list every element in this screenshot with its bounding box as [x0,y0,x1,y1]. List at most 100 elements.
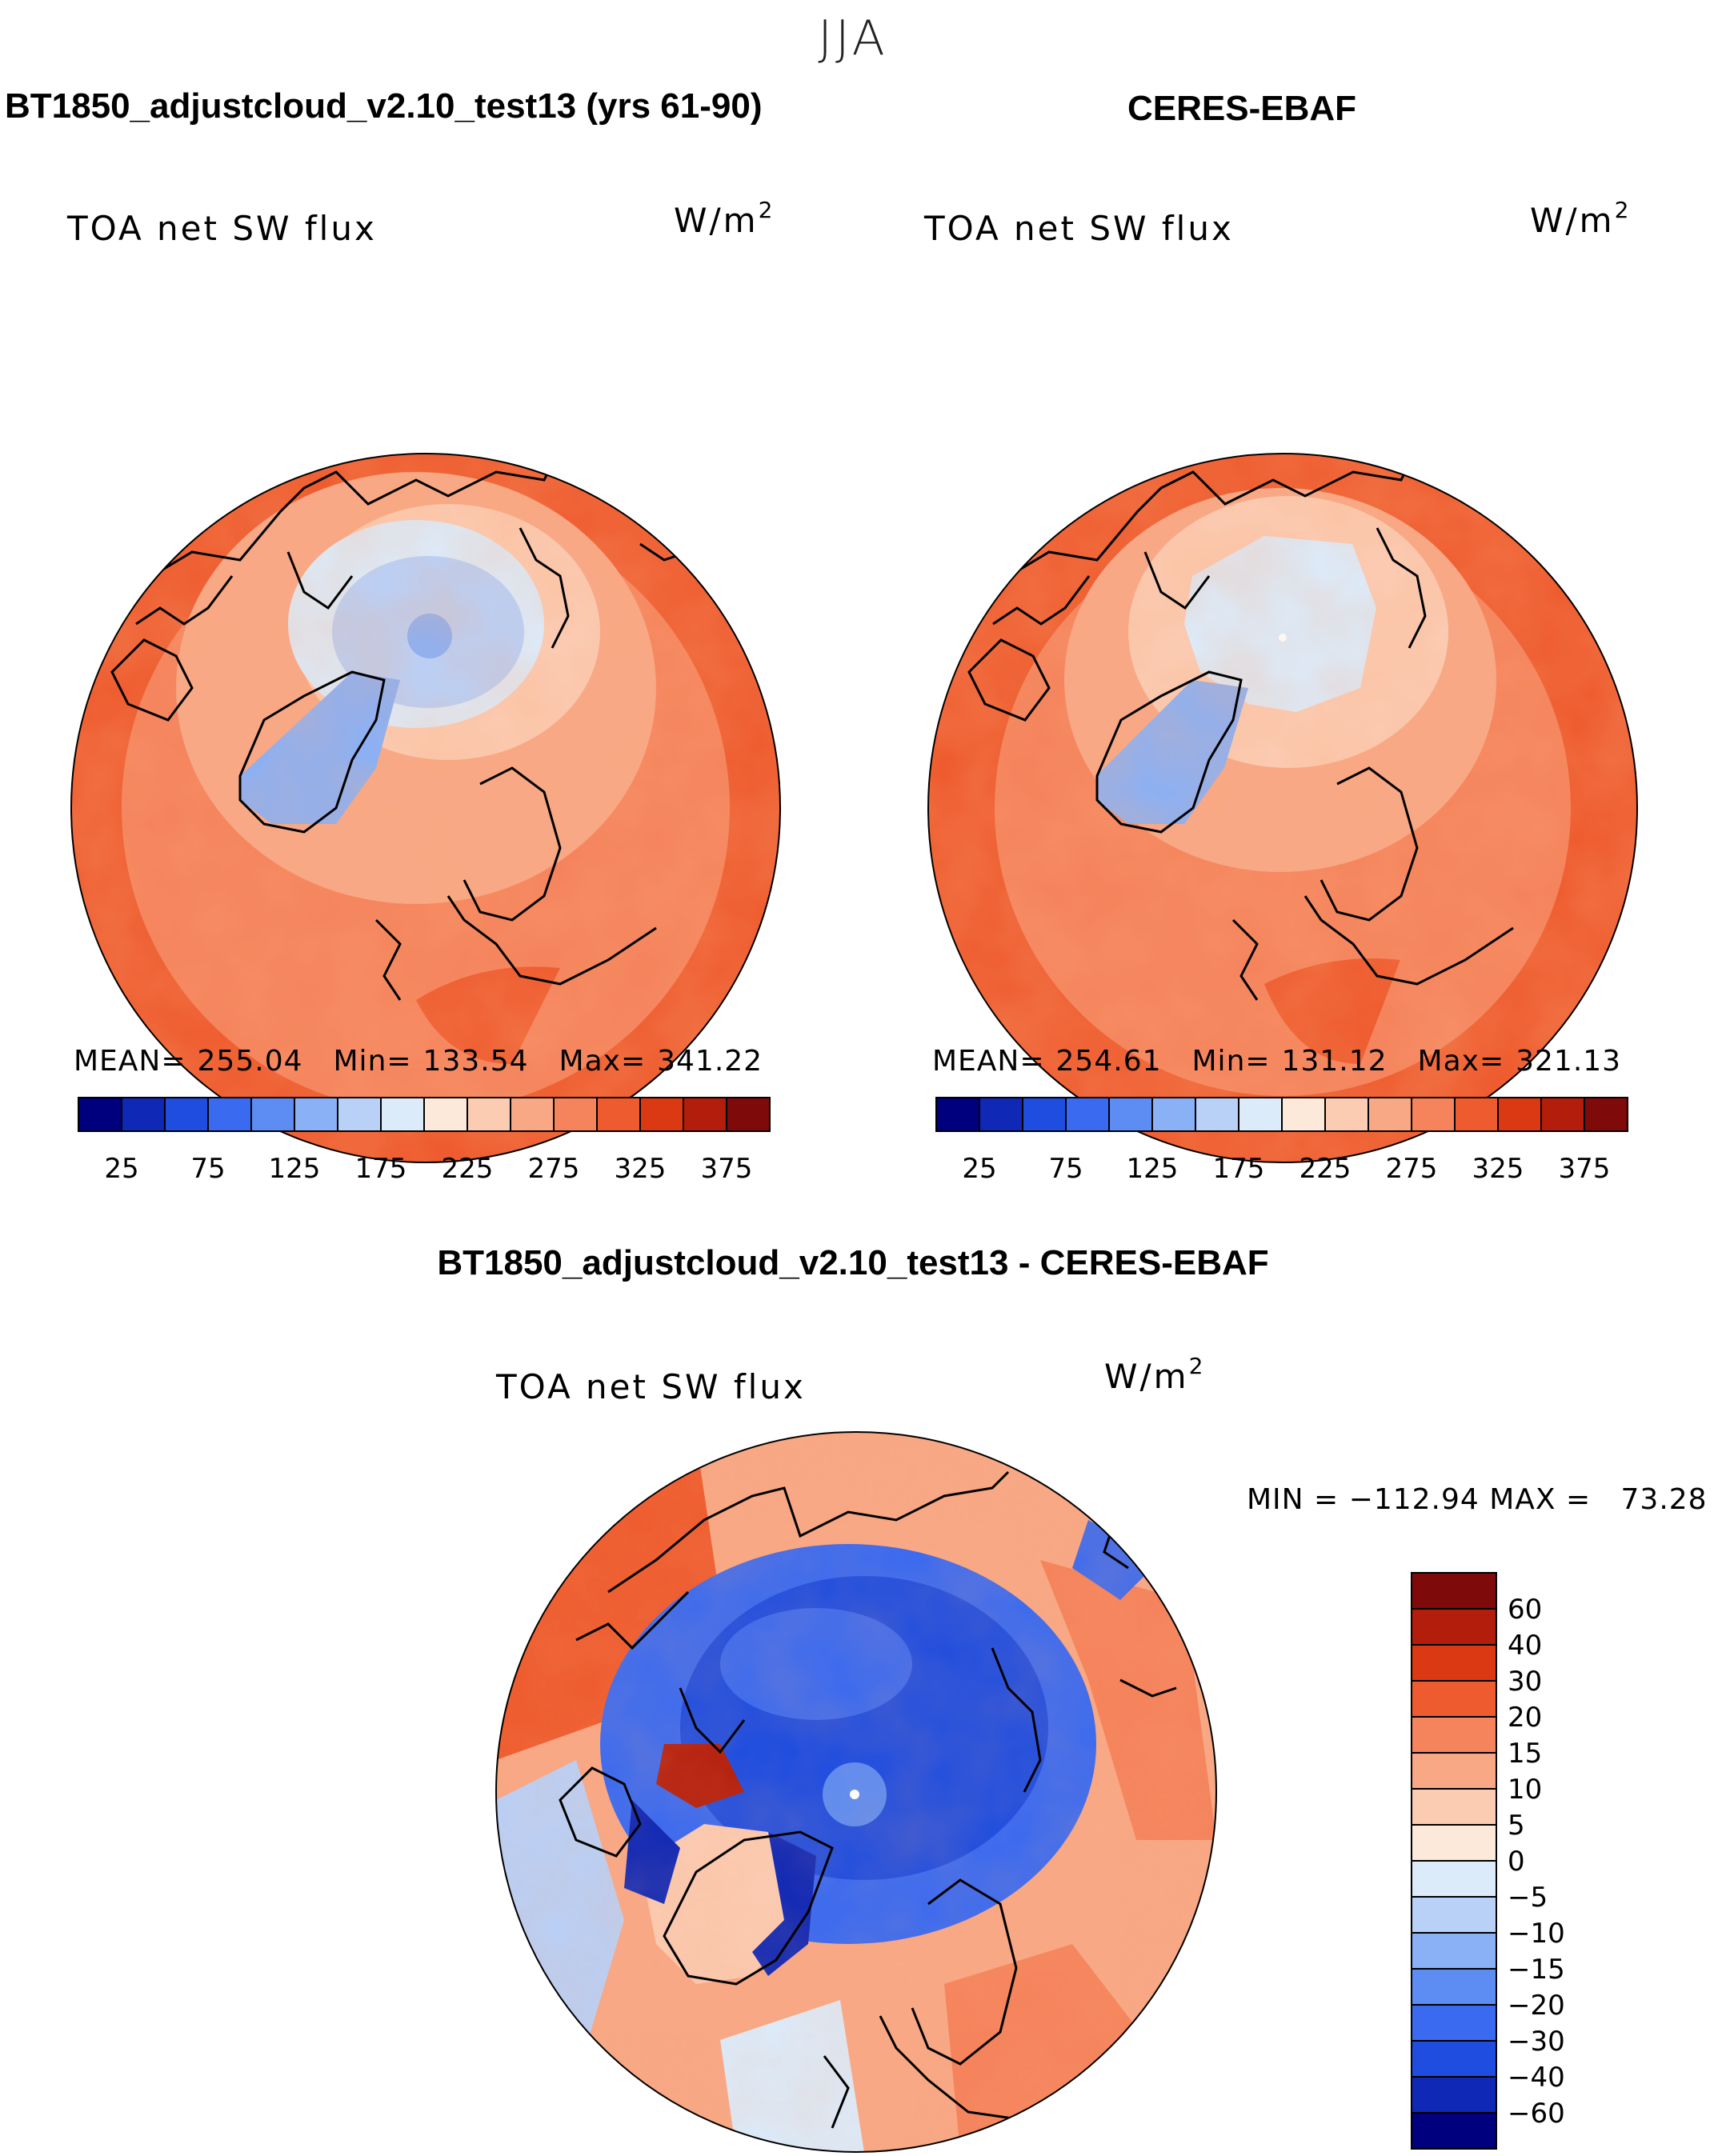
colorbar-tick-label: 60 [1508,1594,1542,1626]
model-colorbar: 25 75 125 175 225 275 325 375 [78,1097,771,1185]
colorbar-tick-label: 0 [1508,1846,1525,1878]
colorbar-tick-label: 225 [1300,1153,1352,1185]
right-panel-title: CERES-EBAF [1127,89,1356,128]
diff-units-exponent: 2 [1189,1353,1206,1379]
diff-map [496,1432,1216,2152]
colorbar-swatch [1411,1644,1497,1682]
diff-colorbar: 60 40 30 20 15 10 5 0 −5 −10 −15 −20 −30 −40 −60 [1411,1572,1565,2150]
colorbar-swatch [380,1097,425,1132]
colorbar-swatch [1411,1097,1456,1132]
colorbar-swatch [78,1097,122,1132]
colorbar-tick-label: −60 [1508,2098,1565,2130]
colorbar-swatch [1065,1097,1110,1132]
colorbar-tick-label: 20 [1508,1702,1542,1734]
colorbar-swatch [1411,1860,1497,1898]
colorbar-swatch [1108,1097,1153,1132]
diff-minmax: MIN = −112.94 MAX = 73.28 [1247,1483,1708,1516]
colorbar-swatch [467,1097,511,1132]
model-units-exponent: 2 [759,197,775,223]
obs-variable-label: TOA net SW flux [923,209,1234,248]
colorbar-swatch [1411,2004,1497,2042]
obs-colorbar: 25 75 125 175 225 275 325 375 [935,1097,1628,1185]
model-map-border [70,453,781,1163]
colorbar-swatch [1411,2112,1497,2150]
colorbar-swatch [1584,1097,1628,1132]
colorbar-swatch [1411,2076,1497,2114]
colorbar-swatch [1324,1097,1369,1132]
colorbar-tick-label: 275 [528,1153,580,1185]
colorbar-tick-label: 5 [1508,1810,1525,1842]
colorbar-swatch [639,1097,684,1132]
colorbar-swatch [207,1097,252,1132]
colorbar-tick-label: 25 [962,1153,996,1185]
obs-map [928,454,1637,1162]
colorbar-tick-label: −15 [1508,1954,1565,1986]
colorbar-swatch [935,1097,980,1132]
model-mean: MEAN= 255.04 Min= 133.54 Max= 341.22 [74,1045,763,1078]
colorbar-tick-label: 125 [1127,1153,1179,1185]
diff-panel-title: BT1850_adjustcloud_v2.10_test13 - CERES-… [437,1243,1268,1282]
diff-variable-label: TOA net SW flux [495,1367,806,1406]
colorbar-tick-label: 15 [1508,1738,1542,1770]
colorbar-swatch [1411,1788,1497,1826]
colorbar-swatch [1454,1097,1499,1132]
colorbar-swatch [1281,1097,1326,1132]
colorbar-swatch [1411,1896,1497,1934]
season-title: JJA [818,10,887,66]
colorbar-tick-label: 375 [1559,1153,1611,1185]
colorbar-swatch [1022,1097,1067,1132]
colorbar-tick-label: 30 [1508,1666,1542,1698]
obs-units-exponent: 2 [1615,197,1632,223]
colorbar-swatch [979,1097,1023,1132]
colorbar-swatch [423,1097,468,1132]
colorbar-swatch [1411,1572,1497,1610]
colorbar-swatch [596,1097,641,1132]
diff-panel: TOA net SW flux W/m2 MIN = −112.94 MAX =… [495,1353,1708,2153]
colorbar-tick-label: −20 [1508,1990,1565,2022]
colorbar-swatch [510,1097,555,1132]
colorbar-tick-label: 325 [1472,1153,1524,1185]
diff-map-border [495,1431,1217,2153]
colorbar-tick-label: 25 [104,1153,138,1185]
colorbar-tick-label: 75 [190,1153,225,1185]
obs-panel: TOA net SW flux W/m2 MEAN= 254.61 Min= 131.… [923,197,1638,1185]
colorbar-tick-label: 40 [1508,1630,1542,1662]
colorbar-swatch [1411,1680,1497,1718]
colorbar-tick-label: 225 [442,1153,494,1185]
colorbar-swatch [1411,1968,1497,2006]
colorbar-swatch [121,1097,166,1132]
colorbar-swatch [553,1097,598,1132]
obs-map-border [927,453,1638,1163]
colorbar-swatch [683,1097,727,1132]
colorbar-swatch [1238,1097,1283,1132]
left-panel-title: BT1850_adjustcloud_v2.10_test13 (yrs 61-… [5,86,763,126]
colorbar-tick-label: −30 [1508,2026,1565,2058]
colorbar-swatch [1497,1097,1542,1132]
obs-mean: MEAN= 254.61 Min= 131.12 Max= 321.13 [932,1045,1621,1078]
colorbar-swatch [1411,1608,1497,1646]
model-panel: TOA net SW flux W/m2 MEAN= 255.04 Min= 133.… [66,197,781,1185]
colorbar-swatch [1411,1752,1497,1790]
colorbar-swatch [1411,2040,1497,2078]
colorbar-tick-label: 275 [1386,1153,1438,1185]
colorbar-swatch [337,1097,382,1132]
colorbar-swatch [1195,1097,1239,1132]
colorbar-swatch [164,1097,209,1132]
colorbar-tick-label: −10 [1508,1918,1565,1950]
colorbar-swatch [1411,1716,1497,1754]
colorbar-swatch [1411,1824,1497,1862]
colorbar-swatch [1151,1097,1196,1132]
colorbar-swatch [1540,1097,1585,1132]
colorbar-swatch [1411,1932,1497,1970]
colorbar-tick-label: −40 [1508,2062,1565,2094]
colorbar-swatch [1368,1097,1412,1132]
colorbar-tick-label: 175 [355,1153,407,1185]
colorbar-tick-label: 10 [1508,1774,1542,1806]
colorbar-tick-label: −5 [1508,1882,1548,1914]
colorbar-swatch [294,1097,338,1132]
colorbar-tick-label: 375 [701,1153,753,1185]
model-map [71,454,780,1162]
colorbar-tick-label: 125 [269,1153,321,1185]
diff-units-label: W/m2 [1104,1353,1205,1396]
